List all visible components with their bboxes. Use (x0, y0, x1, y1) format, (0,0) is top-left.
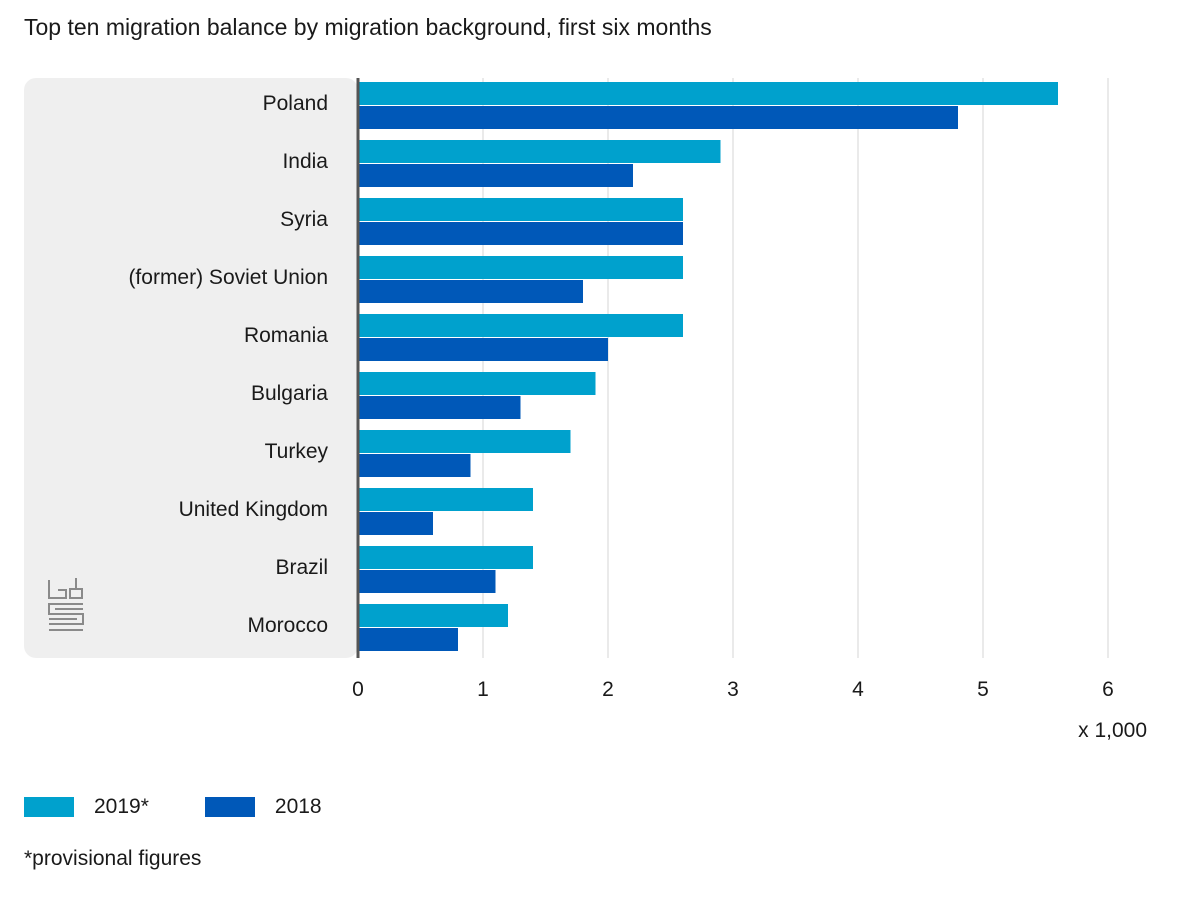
x-tick-label-3: 3 (727, 678, 739, 701)
x-tick-label-2: 2 (602, 678, 614, 701)
category-label-brazil: Brazil (275, 556, 328, 579)
category-label-bulgaria: Bulgaria (251, 382, 328, 405)
bar-brazil-2018 (358, 570, 496, 593)
bar-united-kingdom-2019 (358, 488, 533, 511)
x-tick-label-6: 6 (1102, 678, 1114, 701)
x-unit-label: x 1,000 (1078, 719, 1147, 742)
bar-bulgaria-2019 (358, 372, 596, 395)
bar-former-soviet-union-2019 (358, 256, 683, 279)
bar-bulgaria-2018 (358, 396, 521, 419)
legend: 2019* 2018 (24, 795, 378, 819)
legend-swatch-2018 (204, 797, 255, 817)
chart-title: Top ten migration balance by migration b… (24, 14, 712, 40)
category-label-syria: Syria (280, 208, 328, 231)
bar-former-soviet-union-2018 (358, 280, 583, 303)
bar-morocco-2018 (358, 628, 458, 651)
legend-item-2018: 2018 (204, 795, 322, 819)
label-panel-background (24, 78, 358, 658)
bar-poland-2019 (358, 82, 1058, 105)
footnote: *provisional figures (24, 847, 202, 870)
legend-item-2019: 2019* (24, 795, 149, 819)
bar-india-2019 (358, 140, 721, 163)
bar-turkey-2019 (358, 430, 571, 453)
bar-poland-2018 (358, 106, 958, 129)
x-tick-label-0: 0 (352, 678, 364, 701)
bar-syria-2018 (358, 222, 683, 245)
legend-swatch-2019 (24, 797, 74, 817)
bar-morocco-2019 (358, 604, 508, 627)
cbs-logo-icon (48, 578, 84, 631)
category-label-turkey: Turkey (265, 440, 329, 463)
bar-united-kingdom-2018 (358, 512, 433, 535)
category-labels: Poland India Syria (former) Soviet Union Rom… (128, 92, 328, 637)
bars (358, 82, 1058, 651)
bar-turkey-2018 (358, 454, 471, 477)
category-label-morocco: Morocco (247, 614, 328, 637)
x-tick-label-1: 1 (477, 678, 489, 701)
x-tick-label-5: 5 (977, 678, 989, 701)
x-tick-label-4: 4 (852, 678, 864, 701)
bar-india-2018 (358, 164, 633, 187)
x-tick-labels: 0 1 2 3 4 5 6 (352, 678, 1114, 701)
bar-syria-2019 (358, 198, 683, 221)
bar-romania-2019 (358, 314, 683, 337)
category-label-india: India (282, 150, 328, 173)
bar-chart: Poland India Syria (former) Soviet Union Rom… (24, 78, 1147, 742)
category-label-romania: Romania (244, 324, 328, 347)
category-label-poland: Poland (263, 92, 328, 115)
legend-label-2018: 2018 (274, 795, 322, 818)
bar-romania-2018 (358, 338, 608, 361)
category-label-united-kingdom: United Kingdom (179, 498, 328, 521)
category-label-former-soviet-union: (former) Soviet Union (128, 266, 328, 289)
bar-brazil-2019 (358, 546, 533, 569)
legend-label-2019: 2019* (94, 795, 149, 818)
